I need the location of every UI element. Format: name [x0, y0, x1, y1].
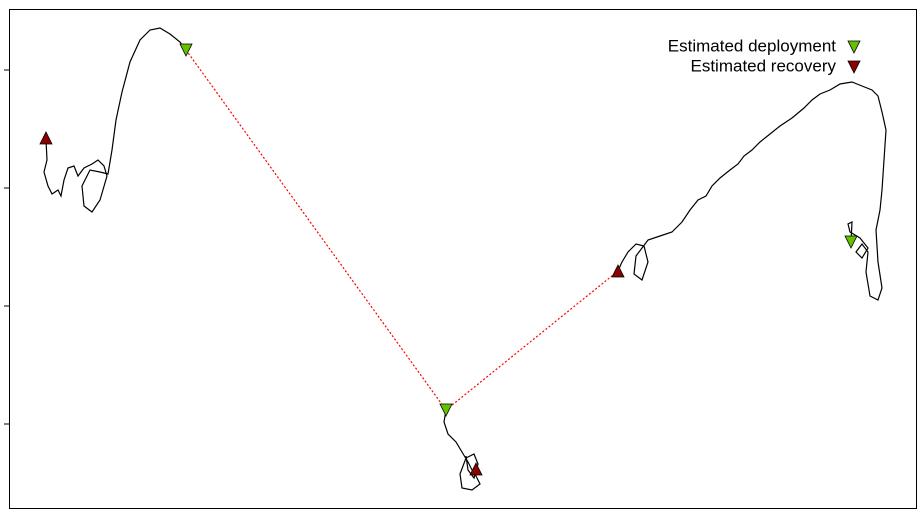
recovery-marker [39, 131, 53, 145]
connector [185, 49, 619, 411]
deployment-marker [844, 235, 858, 249]
markers [39, 43, 858, 476]
deployment-marker [179, 43, 193, 57]
deployment-marker [439, 403, 453, 417]
legend-label: Estimated deployment [668, 36, 836, 55]
track [443, 409, 481, 491]
plot-frame [9, 9, 917, 509]
legend: Estimated deployment Estimated recovery [668, 36, 861, 75]
track [617, 81, 887, 301]
axis-ticks [4, 69, 9, 425]
track [43, 27, 187, 213]
legend-symbol [847, 60, 861, 74]
legend-symbol [847, 40, 861, 54]
recovery-marker [469, 462, 483, 476]
recovery-marker [611, 264, 625, 278]
legend-label: Estimated recovery [691, 56, 837, 75]
